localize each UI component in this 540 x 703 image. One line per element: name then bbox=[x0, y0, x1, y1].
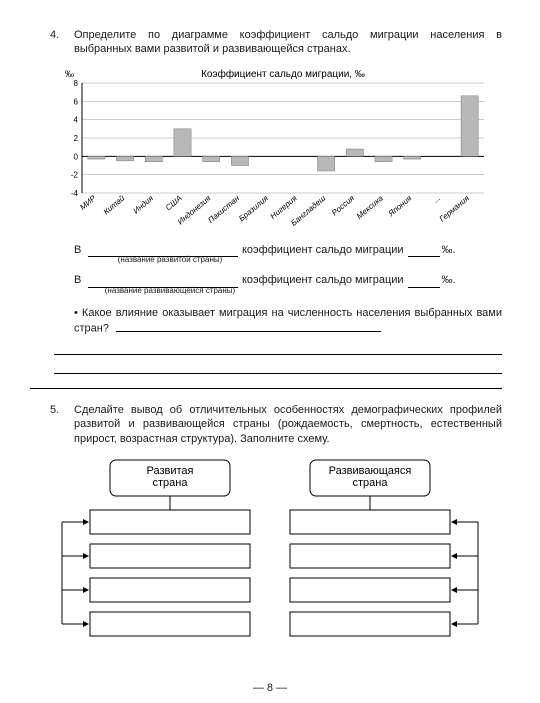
svg-text:Индия: Индия bbox=[131, 193, 155, 215]
page: 4. Определите по диаграмме коэффициент с… bbox=[0, 0, 540, 703]
svg-text:Развитая: Развитая bbox=[147, 465, 194, 477]
svg-text:МИР: МИР bbox=[78, 193, 98, 212]
blank-prefix-2: В bbox=[74, 273, 88, 287]
svg-text:-2: -2 bbox=[71, 170, 79, 179]
task-4: 4. Определите по диаграмме коэффициент с… bbox=[50, 28, 502, 57]
svg-text:Бразилия: Бразилия bbox=[237, 193, 270, 223]
task-4-prompt: Определите по диаграмме коэффициент саль… bbox=[74, 28, 502, 57]
answer-line-1[interactable] bbox=[116, 320, 381, 331]
task-5-prompt: Сделайте вывод об отличительных особенно… bbox=[74, 403, 502, 446]
svg-text:Германия: Германия bbox=[438, 193, 472, 223]
svg-text:Китай: Китай bbox=[102, 193, 127, 216]
divider bbox=[30, 388, 502, 389]
task-5: 5. Сделайте вывод об отличительных особе… bbox=[50, 403, 502, 446]
comparison-diagram: РазвитаястранаРазвивающаясястрана bbox=[50, 456, 502, 646]
svg-text:2: 2 bbox=[74, 134, 79, 143]
answer-line-2[interactable] bbox=[54, 340, 502, 355]
migration-chart: Коэффициент сальдо миграции, ‰ ‰ -4 -2 0 2 4 6 8… bbox=[50, 65, 502, 235]
blank-value-developing[interactable] bbox=[408, 276, 440, 287]
svg-text:США: США bbox=[164, 193, 184, 212]
blank-mid-2: коэффициент сальдо миграции bbox=[242, 273, 404, 287]
task-4-bullet: • Какое влияние оказывает миграция на чи… bbox=[74, 306, 502, 336]
blank-suffix-1: ‰. bbox=[442, 243, 456, 257]
task-4-number: 4. bbox=[50, 28, 74, 57]
blank-suffix-2: ‰. bbox=[442, 273, 456, 287]
svg-text:8: 8 bbox=[74, 79, 79, 88]
blank-value-developed[interactable] bbox=[408, 245, 440, 256]
svg-text:‰: ‰ bbox=[65, 69, 74, 79]
migration-chart-svg: Коэффициент сальдо миграции, ‰ ‰ -4 -2 0 2 4 6 8… bbox=[50, 65, 490, 235]
svg-text:0: 0 bbox=[74, 152, 79, 161]
svg-text:страна: страна bbox=[153, 477, 189, 489]
svg-text:-4: -4 bbox=[71, 189, 79, 198]
page-number: — 8 — bbox=[0, 681, 540, 695]
svg-text:Япония: Япония bbox=[386, 193, 414, 219]
svg-text:Мексика: Мексика bbox=[355, 193, 385, 220]
svg-text:страна: страна bbox=[353, 477, 389, 489]
svg-text:6: 6 bbox=[74, 97, 79, 106]
svg-text:Россия: Россия bbox=[330, 193, 357, 217]
svg-text:Коэффициент сальдо миграции, ‰: Коэффициент сальдо миграции, ‰ bbox=[201, 68, 365, 80]
svg-text:4: 4 bbox=[74, 115, 79, 124]
blank-prefix-1: В bbox=[74, 243, 88, 257]
blank-mid-1: коэффициент сальдо миграции bbox=[242, 243, 404, 257]
svg-text:Пакистан: Пакистан bbox=[206, 193, 241, 225]
answer-line-3[interactable] bbox=[54, 359, 502, 374]
comparison-diagram-svg: РазвитаястранаРазвивающаясястрана bbox=[50, 456, 490, 646]
task-5-number: 5. bbox=[50, 403, 74, 446]
svg-text:Развивающаяся: Развивающаяся bbox=[329, 465, 412, 477]
subcaption-developing: (название развивающейся страны) bbox=[88, 286, 252, 296]
svg-text:...: ... bbox=[431, 193, 442, 204]
